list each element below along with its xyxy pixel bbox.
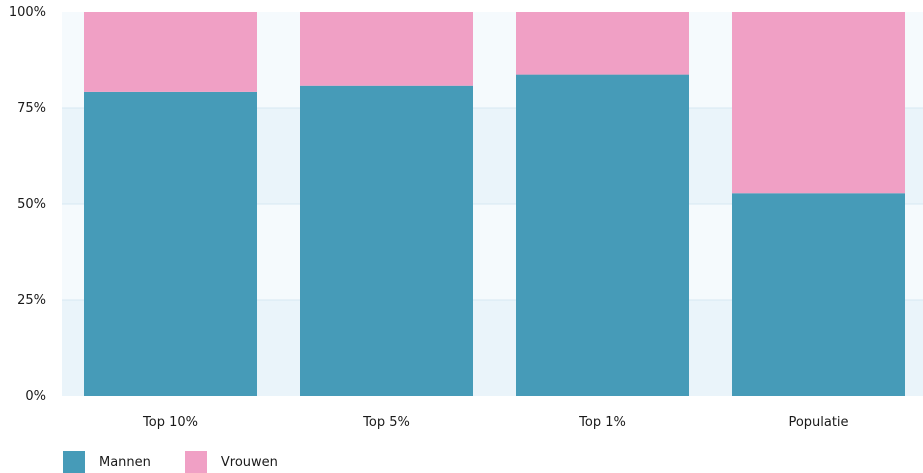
y-tick-label: 50% xyxy=(17,197,46,212)
bars xyxy=(84,12,905,396)
legend-item-vrouwen: Vrouwen xyxy=(184,451,278,473)
y-tick-label: 0% xyxy=(25,389,46,404)
legend-label-mannen: Mannen xyxy=(99,454,151,470)
legend-item-mannen: Mannen xyxy=(63,451,151,473)
x-tick-label: Top 10% xyxy=(142,415,198,430)
legend-swatch-vrouwen xyxy=(184,451,207,473)
bar-mannen-4 xyxy=(732,193,905,396)
y-tick-label: 25% xyxy=(17,293,46,308)
legend-swatch-mannen xyxy=(63,451,85,473)
bar-vrouwen-1 xyxy=(84,12,257,92)
bar-vrouwen-2 xyxy=(300,12,473,86)
bar-vrouwen-3 xyxy=(516,12,689,75)
bar-mannen-2 xyxy=(300,85,473,396)
bar-mannen-3 xyxy=(516,74,689,396)
x-tick-label: Top 5% xyxy=(362,415,410,430)
legend-label-vrouwen: Vrouwen xyxy=(220,454,278,470)
x-tick-label: Populatie xyxy=(788,415,848,430)
y-tick-label: 75% xyxy=(17,101,46,116)
bar-vrouwen-4 xyxy=(732,12,905,194)
bar-mannen-1 xyxy=(84,91,257,396)
x-tick-label: Top 1% xyxy=(578,415,626,430)
x-axis-ticks: Top 10% Top 5% Top 1% Populatie xyxy=(142,415,849,430)
legend: Mannen Vrouwen xyxy=(63,451,312,473)
y-tick-label: 100% xyxy=(9,5,46,20)
y-axis-ticks: 0% 25% 50% 75% 100% xyxy=(9,5,46,404)
